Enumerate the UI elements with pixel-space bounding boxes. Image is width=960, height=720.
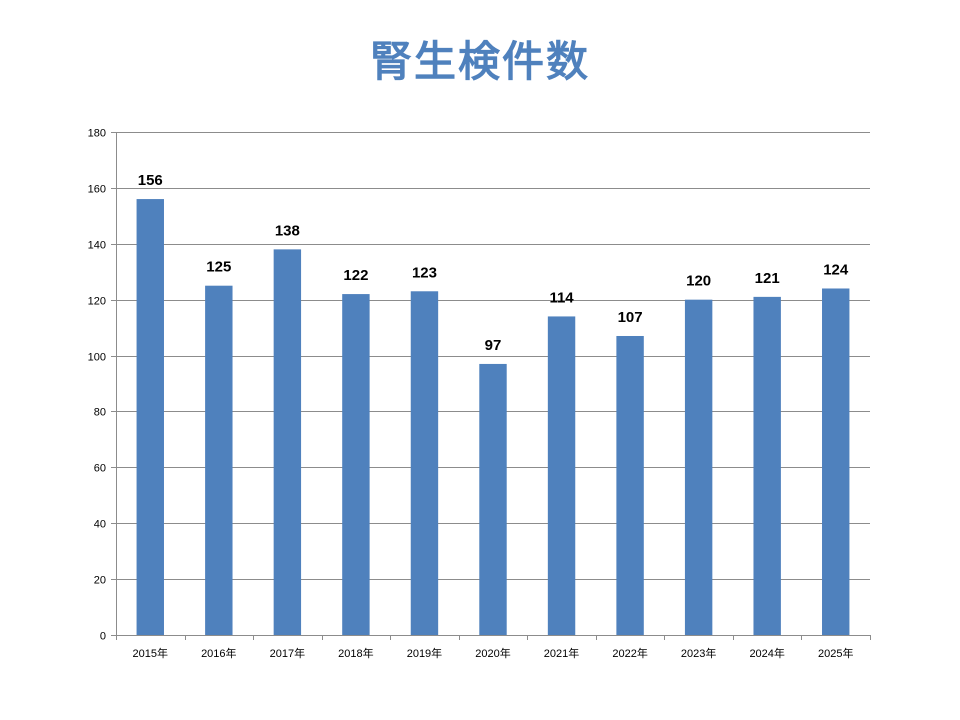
bar [479,363,507,635]
x-tick-label: 2015年 [133,646,168,660]
y-tick-label: 60 [94,463,106,475]
x-axis-tick-labels: 2015年 2016年 2017年 2018年 2019年 2020年 2021年 2022年… [133,646,854,660]
y-tick-label: 140 [88,240,106,252]
bar-value-label: 114 [549,289,574,306]
bar-value-label: 107 [618,309,643,326]
y-tick-label: 80 [94,407,106,419]
bar-value-label: 125 [206,259,231,276]
bars [136,199,850,636]
bar-value-label: 156 [138,172,163,189]
bar [822,288,850,635]
y-tick-label: 100 [88,352,106,364]
bar [205,285,233,635]
x-tick-label: 2019年 [407,646,442,660]
bar [410,291,439,635]
x-tick-label: 2020年 [475,646,510,660]
x-tick-label: 2023年 [681,646,716,660]
x-tick-label: 2024年 [749,646,784,660]
y-tick-label: 20 [94,575,106,587]
y-tick-label: 0 [100,631,106,643]
bar-value-label: 122 [343,267,368,284]
x-tick-label: 2017年 [270,646,305,660]
bar-value-label: 124 [823,261,849,278]
x-tick-label: 2016年 [201,646,236,660]
y-tick-label: 160 [88,184,106,196]
bar-value-label: 121 [755,270,780,287]
y-tick-label: 120 [88,296,106,308]
bar-value-label: 138 [275,222,300,239]
x-tick-label: 2025年 [818,646,853,660]
y-tick-label: 40 [94,519,106,531]
bar [136,199,164,636]
bar [616,335,644,635]
bar-value-label: 120 [686,273,711,290]
y-tick-label: 180 [88,128,106,140]
data-labels: 156 125 138 122 123 97 114 107 120 121 124 [138,172,849,354]
x-tick-label: 2022年 [612,646,647,660]
bar [547,316,576,635]
bar [342,294,370,635]
bar-value-label: 123 [412,264,437,281]
bar-value-label: 97 [485,337,502,354]
x-tick-label: 2021年 [544,646,579,660]
x-tick-label: 2018年 [338,646,373,660]
axes [111,132,871,640]
bar [273,249,302,635]
bar [684,299,713,635]
y-axis-tick-labels: 0 20 40 60 80 100 120 140 160 180 [88,128,106,643]
chart-title: 腎生検件数 [369,37,590,86]
bar [753,296,781,635]
